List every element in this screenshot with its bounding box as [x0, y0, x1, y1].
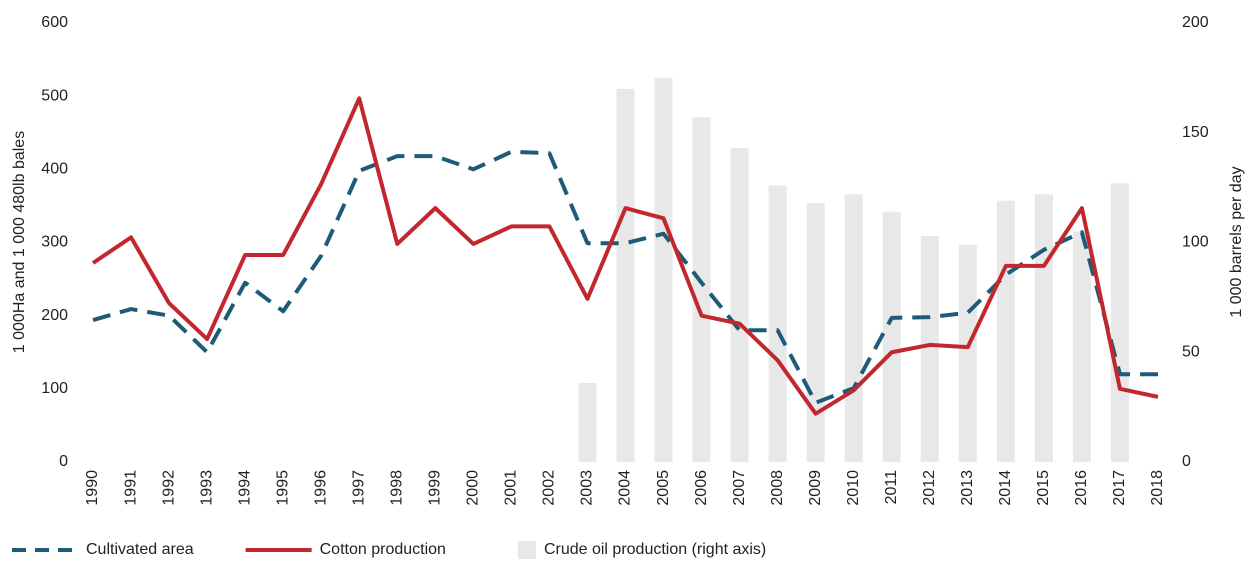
- x-tick-label: 1998: [389, 470, 406, 506]
- x-tick-label: 1990: [84, 470, 101, 506]
- y-tick-label: 400: [41, 161, 68, 178]
- y-tick-label: 500: [41, 87, 68, 104]
- x-tick-label: 2011: [883, 470, 900, 505]
- bar: [616, 88, 635, 462]
- x-tick-label: 2010: [845, 470, 862, 506]
- y2-axis-label: 1 000 barrels per day: [1228, 166, 1245, 317]
- bar: [844, 194, 863, 462]
- x-tick-label: 2016: [1073, 470, 1090, 506]
- x-tick-label: 1994: [236, 470, 253, 506]
- y2-tick-label: 50: [1182, 343, 1200, 360]
- y2-tick-label: 200: [1182, 14, 1209, 31]
- x-tick-label: 2004: [617, 470, 634, 506]
- bar: [996, 200, 1015, 463]
- y2-tick-label: 100: [1182, 234, 1209, 251]
- bar: [578, 382, 597, 462]
- y-tick-label: 300: [41, 234, 68, 251]
- y2-tick-label: 150: [1182, 124, 1209, 141]
- x-tick-label: 2006: [693, 470, 710, 506]
- y-tick-label: 600: [41, 14, 68, 31]
- x-tick-label: 2005: [655, 470, 672, 506]
- y-tick-label: 0: [59, 453, 68, 470]
- x-tick-label: 1996: [312, 470, 329, 506]
- bar: [730, 148, 749, 463]
- legend-label: Cotton production: [320, 541, 446, 558]
- bar: [692, 117, 711, 462]
- bar: [1110, 183, 1129, 463]
- x-tick-label: 2018: [1149, 470, 1166, 506]
- bar: [768, 185, 787, 462]
- legend-swatch: [517, 541, 536, 559]
- legend-label: Crude oil production (right axis): [544, 541, 766, 558]
- x-tick-label: 2002: [541, 470, 558, 506]
- y-tick-label: 100: [41, 380, 68, 397]
- x-tick-label: 1995: [274, 470, 291, 506]
- bar: [654, 77, 673, 462]
- bar: [882, 211, 901, 462]
- bar: [806, 202, 825, 463]
- y-axis-label: 1 000Ha and 1 000 480lb bales: [11, 131, 28, 353]
- x-tick-label: 1999: [427, 470, 444, 506]
- bar: [1072, 231, 1091, 462]
- x-tick-label: 2009: [807, 470, 824, 506]
- line: [91, 96, 1159, 416]
- x-tick-label: 1993: [198, 470, 215, 506]
- legend-label: Cultivated area: [86, 541, 194, 558]
- x-tick-label: 2001: [503, 470, 520, 506]
- x-tick-label: 1991: [122, 470, 139, 506]
- x-tick-label: 2013: [959, 470, 976, 506]
- x-tick-label: 2014: [997, 470, 1014, 506]
- x-tick-label: 1992: [160, 470, 177, 506]
- x-tick-label: 2012: [921, 470, 938, 506]
- x-tick-label: 2008: [769, 470, 786, 506]
- y-tick-label: 200: [41, 307, 68, 324]
- x-tick-label: 2015: [1035, 470, 1052, 506]
- bar: [958, 244, 977, 462]
- bar: [920, 235, 939, 462]
- x-tick-label: 2000: [465, 470, 482, 506]
- line: [92, 149, 1158, 405]
- bar: [1034, 194, 1053, 462]
- x-tick-label: 2003: [579, 470, 596, 506]
- y2-tick-label: 0: [1182, 453, 1191, 470]
- x-tick-label: 2007: [731, 470, 748, 506]
- x-tick-label: 2017: [1111, 470, 1128, 506]
- x-tick-label: 1997: [350, 470, 367, 506]
